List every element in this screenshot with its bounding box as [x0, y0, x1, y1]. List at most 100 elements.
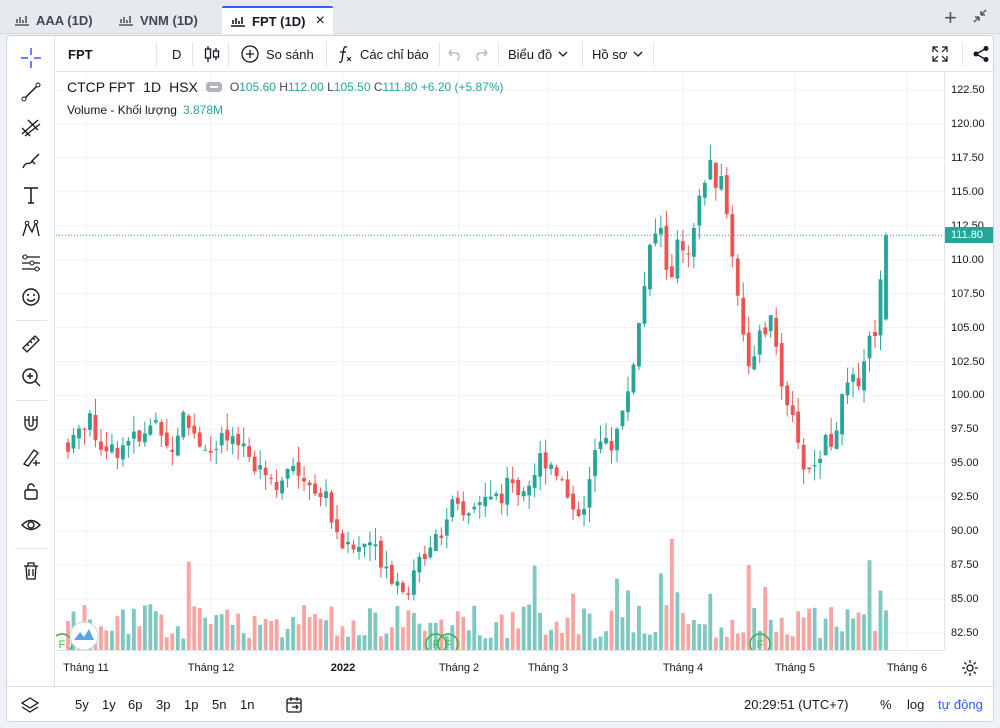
close-tab-icon[interactable]: × [315, 12, 325, 29]
candle-body [768, 315, 773, 331]
volume-value: 3.878M [182, 103, 223, 117]
event-marker-label: F [757, 639, 764, 650]
candle-body [840, 394, 845, 435]
candle-body [829, 433, 834, 447]
high-value: 112.00 [287, 80, 324, 94]
symbol-search[interactable]: FPT [68, 46, 93, 62]
range-6m[interactable]: 6p [128, 697, 143, 712]
volume-bar [126, 633, 131, 650]
candle-body [258, 465, 263, 470]
range-1y[interactable]: 1y [102, 697, 116, 712]
tab-vnm[interactable]: VNM (1D) [114, 6, 202, 34]
crosshair-icon[interactable] [19, 46, 43, 70]
trash-icon[interactable] [19, 559, 43, 583]
range-1m[interactable]: 1p [184, 697, 199, 712]
indicators-button[interactable]: Các chỉ báo [336, 36, 429, 72]
text-tool-icon[interactable] [19, 183, 43, 207]
trend-line-icon[interactable] [19, 80, 43, 104]
ruler-icon[interactable] [19, 332, 43, 356]
candle-body [368, 542, 372, 546]
emoji-icon[interactable] [19, 285, 43, 309]
tab-aaa[interactable]: AAA (1D) [10, 6, 97, 34]
profile-menu[interactable]: Hồ sơ [592, 36, 643, 72]
volume-bar [389, 627, 394, 650]
volume-bar [335, 635, 339, 650]
volume-bar [587, 613, 592, 650]
log-toggle[interactable]: log [907, 697, 925, 712]
candle-body [763, 327, 768, 335]
candle-body [186, 415, 191, 428]
candle-body [516, 479, 521, 495]
candle-body [560, 479, 565, 481]
volume-bar [746, 564, 751, 650]
candle-body [477, 502, 482, 506]
tab-fpt[interactable]: FPT (1D) × [222, 6, 333, 34]
fib-tool-icon[interactable] [19, 115, 43, 139]
auto-scale-toggle[interactable]: tự động [938, 697, 983, 712]
volume-bar [120, 609, 125, 650]
eye-icon[interactable] [19, 513, 43, 537]
plus-circle-icon [241, 45, 259, 63]
volume-bar [532, 565, 537, 650]
volume-bar [395, 605, 400, 650]
time-axis[interactable]: Tháng 11 Tháng 12 2022 Tháng 2 Tháng 3 Tháng … [56, 650, 978, 686]
settings-icon[interactable] [961, 659, 979, 682]
share-button[interactable] [972, 36, 990, 72]
interval-button[interactable]: D [172, 46, 182, 62]
undo-button[interactable] [447, 36, 463, 72]
candle-body [252, 456, 257, 472]
volume-bar [785, 634, 790, 650]
volume-bar [274, 619, 279, 650]
volume-bar [181, 638, 186, 650]
candle-body [812, 465, 817, 467]
percent-toggle[interactable]: % [880, 697, 892, 712]
zoom-in-icon[interactable] [19, 365, 43, 389]
layers-icon[interactable] [20, 695, 40, 720]
add-tab-icon[interactable]: + [944, 5, 957, 30]
pattern-icon[interactable] [19, 217, 43, 241]
chart-style-button[interactable] [203, 36, 221, 72]
magnet-icon[interactable] [19, 411, 43, 435]
chart-layout-menu[interactable]: Biểu đồ [508, 36, 568, 72]
redo-button[interactable] [473, 36, 489, 72]
candle-body [131, 431, 136, 439]
candle-body [142, 433, 147, 443]
fullscreen-button[interactable] [931, 36, 949, 72]
clock-display[interactable]: 20:29:51 (UTC+7) [744, 697, 849, 712]
collapse-icon[interactable] [972, 8, 988, 29]
candle-body [439, 535, 444, 538]
price-axis[interactable]: 122.50 120.00 117.50 115.00 112.50 110.00 107.… [944, 73, 993, 650]
range-3m[interactable]: 3p [156, 697, 171, 712]
range-5d[interactable]: 5n [212, 697, 227, 712]
candle-body [658, 227, 663, 235]
candle-body [637, 322, 641, 367]
volume-bar [483, 638, 488, 650]
goto-date-icon[interactable] [285, 696, 303, 719]
time-label: Tháng 11 [63, 662, 109, 674]
price-label: 97.50 [951, 423, 979, 436]
tab-bar: AAA (1D) VNM (1D) FPT (1D) × + [0, 0, 1000, 34]
candle-body [472, 506, 477, 510]
price-label: 122.50 [951, 83, 985, 96]
range-1d[interactable]: 1n [240, 697, 255, 712]
prediction-icon[interactable] [19, 251, 43, 275]
range-5y[interactable]: 5y [75, 697, 89, 712]
drawing-toolbar [7, 36, 55, 686]
volume-bar [675, 592, 680, 650]
candle-body [752, 356, 757, 370]
tab-label: FPT (1D) [252, 13, 306, 29]
volume-bar [604, 631, 608, 650]
time-label: Tháng 5 [774, 662, 816, 674]
chart-tab-icon [15, 16, 29, 26]
ohlc-values: O105.60 H112.00 L105.50 C111.80 +6.20 (+… [229, 80, 504, 94]
unlock-icon[interactable] [19, 479, 43, 503]
fullscreen-icon [932, 46, 948, 62]
compare-button[interactable]: So sánh [240, 36, 314, 72]
brush-icon[interactable] [19, 149, 43, 173]
candle-body [247, 446, 252, 457]
volume-bar [598, 636, 603, 650]
lock-drawing-icon[interactable] [19, 445, 43, 469]
function-icon [338, 46, 352, 63]
hide-series-icon[interactable] [205, 82, 222, 92]
